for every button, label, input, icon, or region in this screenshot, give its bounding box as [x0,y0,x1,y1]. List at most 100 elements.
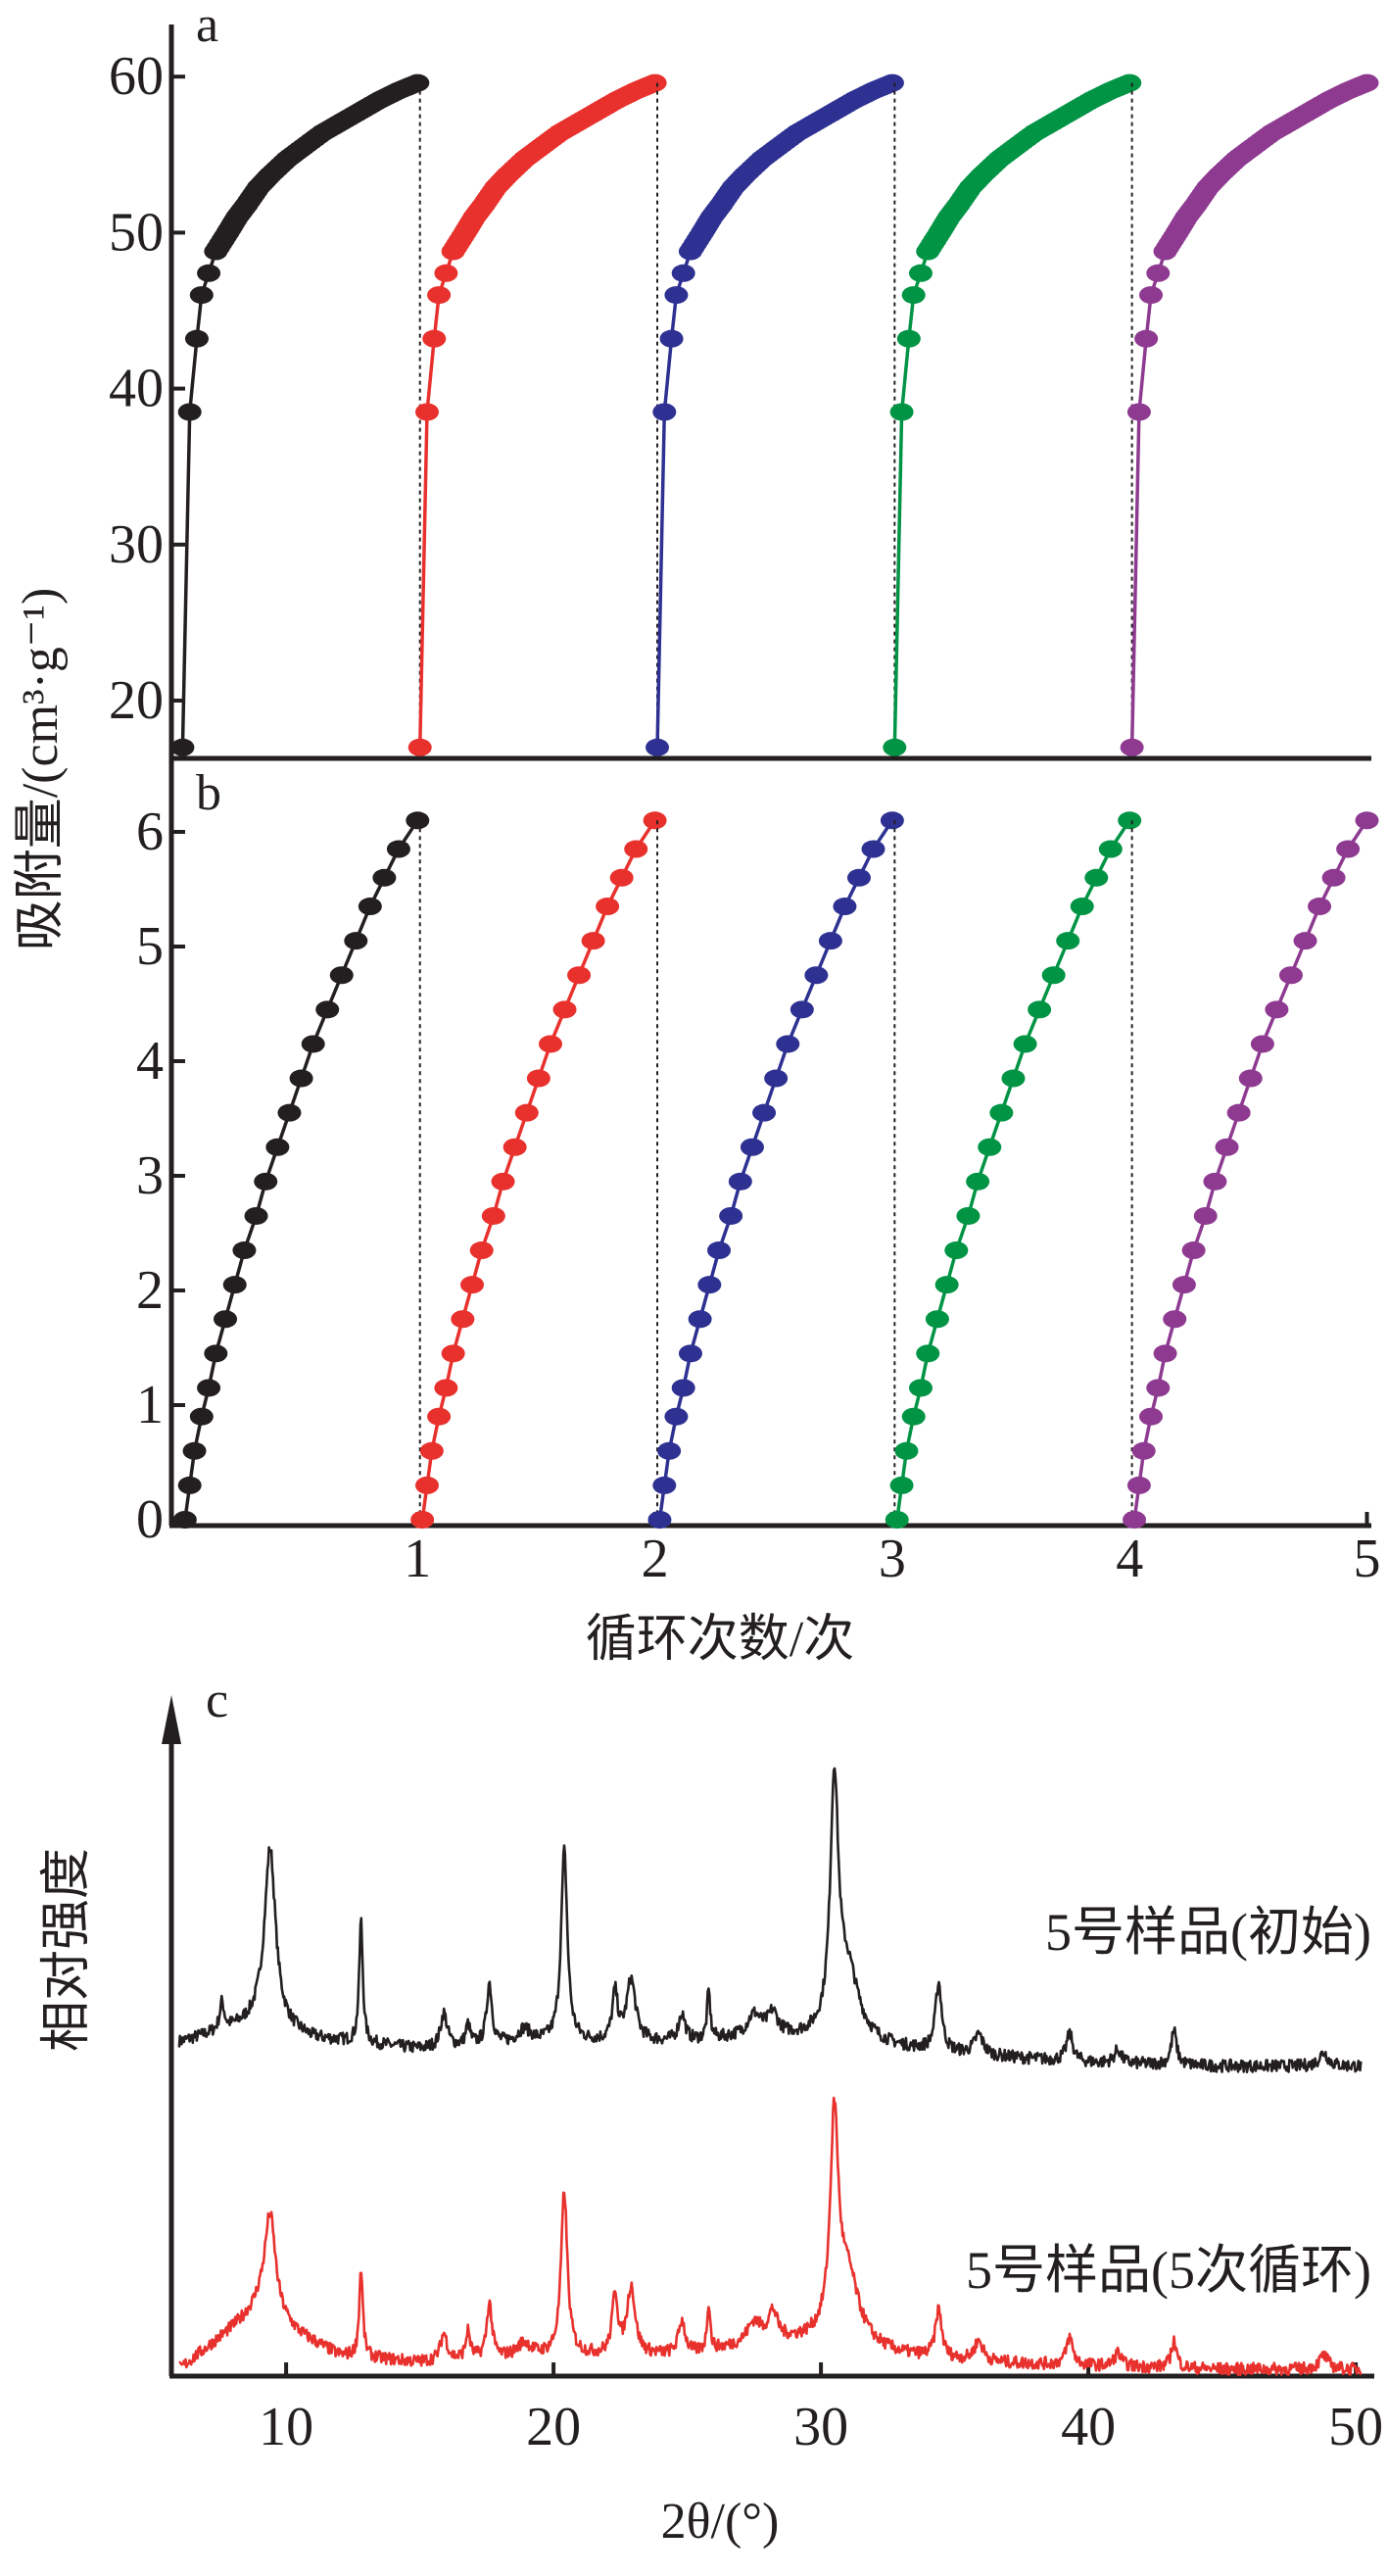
data-point [688,1310,712,1329]
data-point [434,264,458,282]
data-point [244,1206,268,1225]
data-point [1118,811,1142,830]
data-point [664,286,689,305]
data-point [901,1407,926,1426]
data-point [1265,1000,1289,1019]
data-point [818,932,842,950]
x-tick-label-b: 2 [642,1529,669,1589]
series-line [657,819,894,1521]
data-point [1001,1069,1026,1088]
y-tick-label-a: 20 [109,670,164,731]
x-tick-label-c: 10 [259,2397,313,2457]
series-b-4 [885,811,1142,1529]
data-point [1131,1441,1156,1460]
series-line [1129,80,1368,748]
data-point [1203,1172,1227,1191]
data-point [624,840,648,858]
data-point [491,1172,515,1191]
data-point [697,1276,722,1294]
data-point [1118,73,1142,92]
y-tick-label-a: 40 [109,359,164,419]
series-label-initial: 5号样品(初始) [1045,1903,1371,1962]
data-point [1123,1511,1147,1529]
data-point [1041,966,1066,985]
series-line [417,80,656,748]
data-point [419,1441,444,1460]
data-point [189,286,214,305]
data-point [427,286,452,305]
series-b-2 [410,811,667,1529]
data-point [908,1379,933,1397]
data-point [1193,1206,1218,1225]
data-point [889,1476,914,1494]
data-point [896,329,921,348]
data-point [451,1310,475,1329]
data-point [1070,898,1094,916]
data-point [889,403,914,421]
data-point [966,1172,990,1191]
data-point [646,738,670,756]
panel-label-a: a [196,0,218,53]
data-point [1355,811,1379,830]
data-point [764,1069,789,1088]
data-point [707,1241,732,1260]
y-axis-label-c: 相对强度 [39,1848,95,2052]
series-line [180,80,418,748]
data-point [652,403,677,421]
data-point [1238,1069,1263,1088]
x-tick-label-b: 3 [879,1529,906,1589]
x-tick-label-b: 5 [1354,1529,1381,1589]
data-point [1293,932,1317,950]
x-axis-label-c: 2θ/(°) [661,2494,780,2550]
data-point [1163,1310,1187,1329]
y-tick-label-b: 5 [136,916,164,977]
data-point [204,1344,228,1363]
data-point [358,898,382,916]
data-point [197,1379,221,1397]
data-point [1181,1241,1206,1260]
data-point [908,264,933,282]
data-point [861,840,885,858]
panel-c: 10 20 30 40 50 c 2θ/(°) 相对强度 5号样品(初始) 5号样品(5次循环) [39,1673,1383,2550]
x-axis-label-ab: 循环次数/次 [586,1612,854,1668]
panel-ab: 20 30 40 50 60 0 1 2 3 4 5 6 1 2 3 4 5 a b 循环次数/次 吸附量/(cm³·g… [13,0,1381,1668]
data-point [657,1441,682,1460]
data-point [460,1276,485,1294]
data-point [596,898,620,916]
series-line [420,819,657,1521]
series-a-2 [407,73,667,756]
data-point [254,1172,278,1191]
data-point [740,1138,764,1156]
data-point [1308,898,1332,916]
data-point [678,1344,702,1363]
data-point [514,1103,539,1122]
data-point [752,1103,777,1122]
data-point [643,811,667,830]
data-point [978,1138,1002,1156]
series-line [655,80,893,748]
panel-label-c: c [206,1673,228,1728]
data-point [916,1344,940,1363]
series-label-cycled: 5号样品(5次循环) [966,2241,1371,2300]
data-point [567,966,592,985]
data-point [1226,1103,1251,1122]
data-point [1355,73,1379,92]
data-point [1098,840,1123,858]
y-tick-label-b: 2 [136,1260,164,1321]
y-tick-label-a: 60 [109,46,164,107]
data-point [883,738,907,756]
x-tick-label-c: 20 [526,2397,581,2457]
data-point [414,1476,439,1494]
series-line [895,819,1131,1521]
data-point [609,868,634,887]
data-point [503,1138,527,1156]
data-point [526,1069,550,1088]
series-b-5 [1123,811,1379,1529]
series-line [183,819,419,1521]
data-point [894,1441,919,1460]
data-point [647,1511,672,1529]
data-point [833,898,857,916]
data-point [372,868,397,887]
data-point [172,1511,197,1529]
series-b-1 [172,811,430,1529]
